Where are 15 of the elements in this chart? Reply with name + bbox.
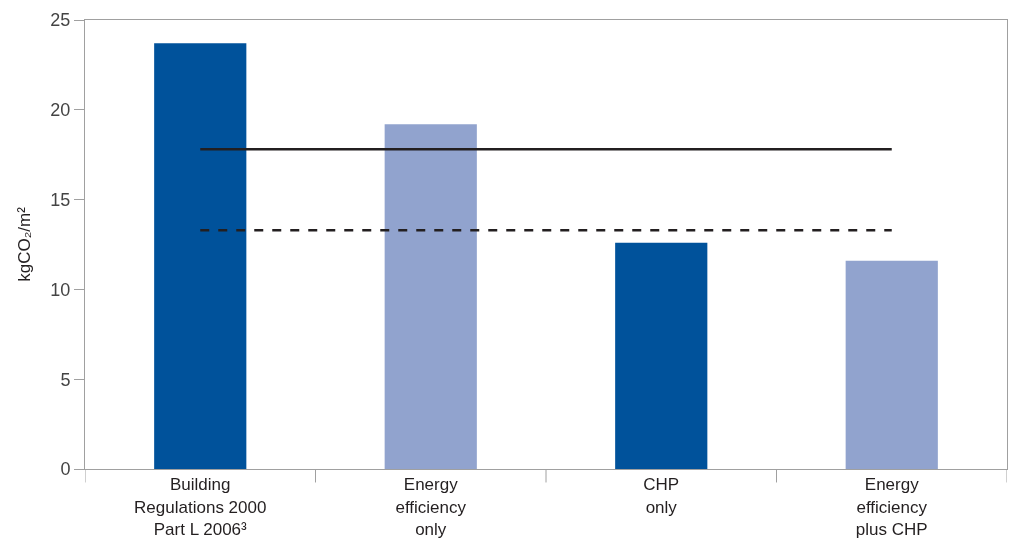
y-tick-label: 0 bbox=[60, 459, 71, 480]
y-tick-label: 5 bbox=[60, 369, 71, 390]
y-axis-title: kgCO₂/m² bbox=[14, 206, 34, 282]
x-tick-label: Building Regulations 2000 Part L 2006³ bbox=[134, 475, 267, 539]
y-tick-label: 25 bbox=[50, 10, 71, 31]
x-tick-label: Energy efficiency plus CHP bbox=[855, 475, 928, 539]
bar bbox=[845, 260, 938, 469]
x-tick-label: CHP only bbox=[643, 475, 680, 517]
x-tick-label: Energy efficiency only bbox=[395, 475, 467, 539]
y-tick-label: 10 bbox=[50, 279, 71, 300]
y-tick-label: 15 bbox=[50, 189, 71, 210]
y-tick-label: 20 bbox=[50, 100, 71, 121]
bar bbox=[384, 124, 477, 469]
bar bbox=[154, 43, 247, 469]
bar bbox=[615, 242, 708, 469]
